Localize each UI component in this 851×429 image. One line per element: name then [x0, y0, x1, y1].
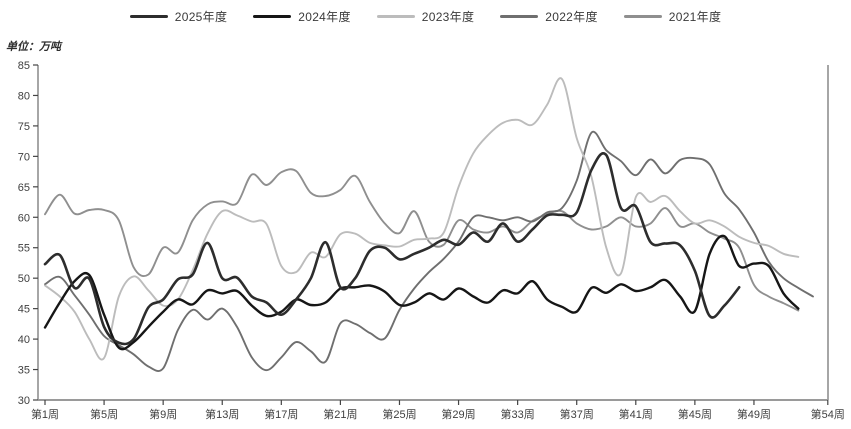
- x-tick-label: 第45周: [678, 407, 712, 421]
- series-line-2021: [44, 168, 800, 312]
- y-tick-label: 60: [18, 212, 30, 224]
- unit-label: 单位：万吨: [6, 41, 61, 53]
- y-tick-label: 40: [18, 334, 30, 346]
- chart-legend: 2025年度 2024年度 2023年度 2022年度 2021年度: [0, 8, 851, 25]
- x-tick-label: 第37周: [560, 407, 594, 421]
- legend-swatch-2024: [253, 15, 292, 18]
- legend-item-2023[interactable]: 2023年度: [376, 8, 475, 25]
- x-tick-label: 第49周: [737, 407, 771, 421]
- x-tick-label: 第9周: [149, 407, 177, 421]
- y-tick-label: 55: [18, 243, 30, 255]
- legend-label: 2021年度: [668, 10, 722, 24]
- y-tick-label: 30: [18, 395, 30, 407]
- y-tick-label: 75: [18, 121, 30, 133]
- y-tick-label: 45: [18, 304, 30, 316]
- x-tick-label: 第5周: [90, 407, 118, 421]
- x-tick-label: 第29周: [441, 407, 475, 421]
- x-tick-label: 第25周: [382, 407, 416, 421]
- series-line-2024: [43, 234, 800, 351]
- x-tick-label: 第1周: [31, 407, 59, 421]
- legend-label: 2023年度: [421, 10, 475, 24]
- legend-swatch-2025: [129, 15, 168, 18]
- x-tick-label: 第13周: [205, 407, 239, 421]
- legend-item-2024[interactable]: 2024年度: [253, 8, 351, 25]
- series-line-2025: [43, 152, 741, 346]
- legend-item-2025[interactable]: 2025年度: [129, 8, 228, 25]
- x-tick-label: 第54周: [811, 407, 845, 421]
- legend-swatch-2022: [500, 15, 539, 18]
- y-tick-label: 70: [18, 151, 30, 163]
- x-tick-label: 第33周: [501, 407, 535, 421]
- legend-swatch-2021: [623, 15, 662, 18]
- series-line-2022: [44, 130, 814, 372]
- legend-label: 2024年度: [298, 10, 351, 24]
- legend-item-2021[interactable]: 2021年度: [623, 8, 722, 25]
- y-tick-label: 80: [18, 90, 30, 102]
- y-tick-label: 65: [18, 182, 30, 194]
- legend-label: 2025年度: [174, 10, 228, 24]
- x-tick-label: 第21周: [323, 407, 357, 421]
- x-tick-label: 第41周: [619, 407, 653, 421]
- legend-item-2022[interactable]: 2022年度: [500, 8, 598, 25]
- x-tick-label: 第17周: [264, 407, 298, 421]
- y-tick-label: 35: [18, 365, 30, 377]
- legend-label: 2022年度: [545, 10, 598, 24]
- y-tick-label: 85: [18, 60, 30, 72]
- y-tick-label: 50: [18, 273, 30, 285]
- legend-swatch-2023: [376, 15, 415, 18]
